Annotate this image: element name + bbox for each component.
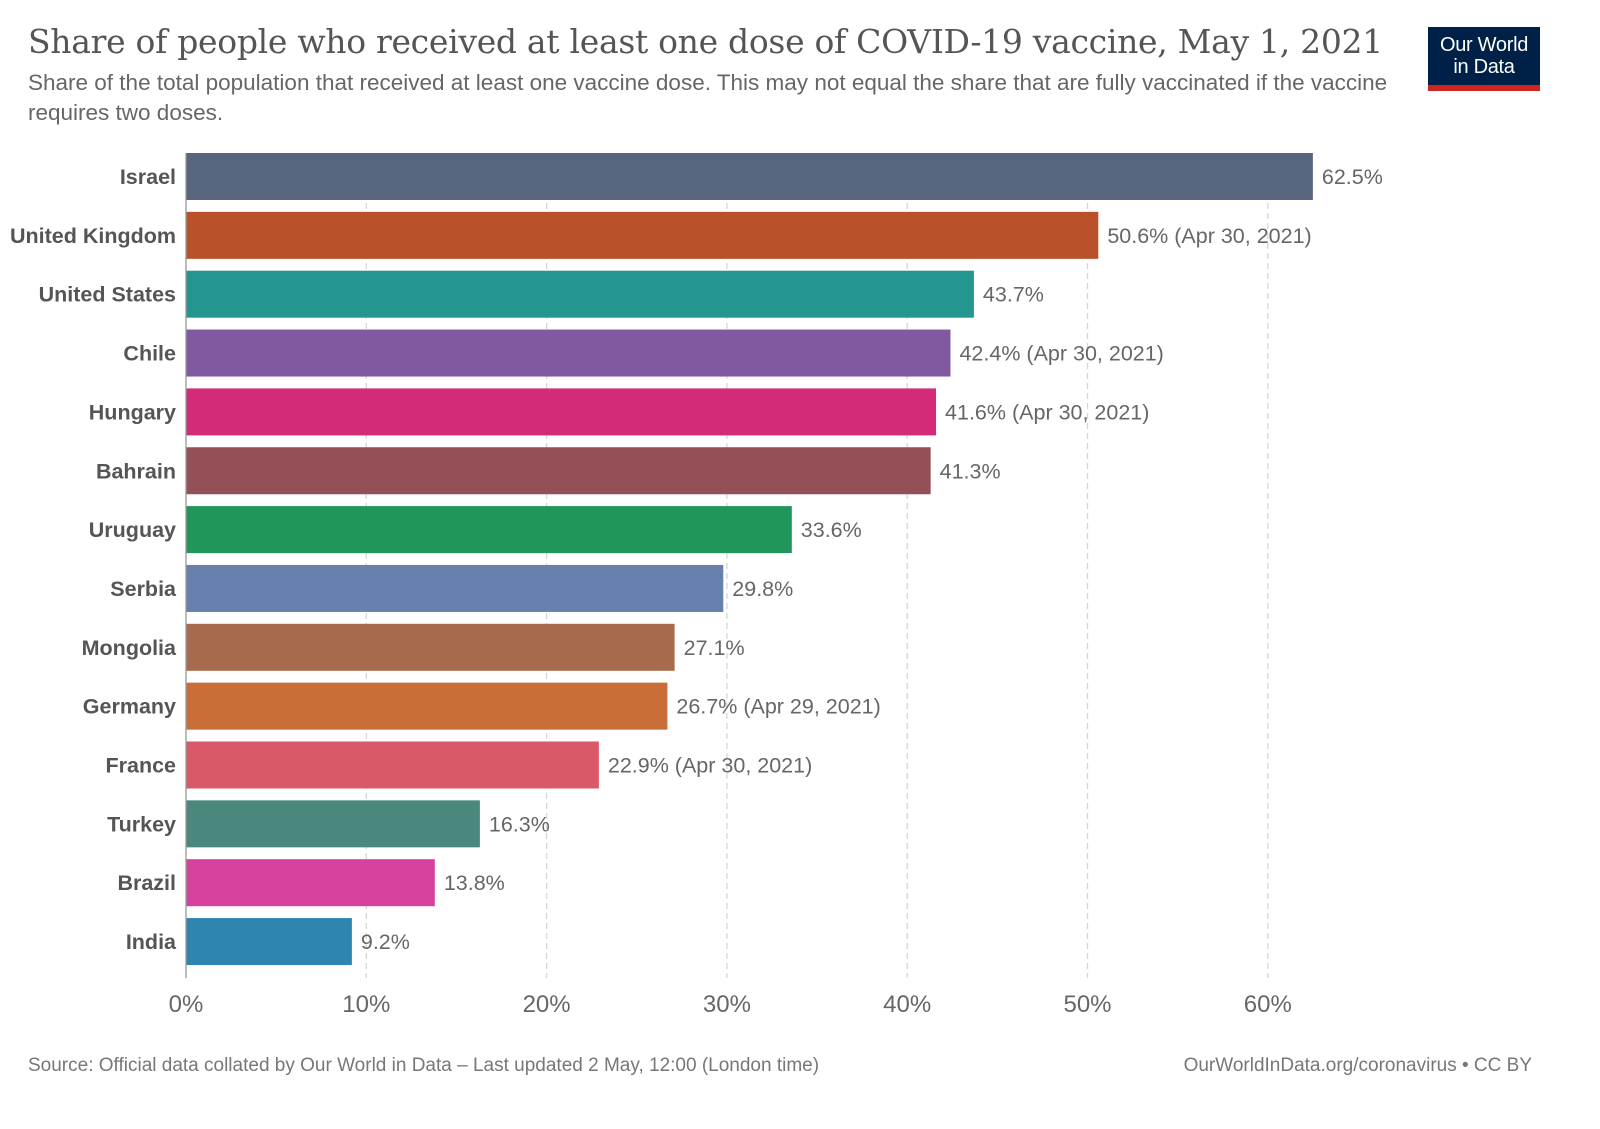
category-label: United Kingdom xyxy=(10,224,176,248)
bar[interactable] xyxy=(186,447,931,495)
category-label: Uruguay xyxy=(89,518,176,542)
bar[interactable] xyxy=(186,506,792,554)
value-label: 9.2% xyxy=(361,930,410,954)
bar[interactable] xyxy=(186,388,937,436)
category-label: Israel xyxy=(120,165,176,189)
value-label: 43.7% xyxy=(983,283,1044,307)
chart-subtitle: Share of the total population that recei… xyxy=(28,70,1388,125)
category-label: Brazil xyxy=(117,871,176,895)
bar[interactable] xyxy=(186,564,724,612)
value-label: 41.6% (Apr 30, 2021) xyxy=(945,400,1149,424)
value-label: 41.3% xyxy=(940,459,1001,483)
bar[interactable] xyxy=(186,329,951,377)
bar[interactable] xyxy=(186,270,974,318)
bar[interactable] xyxy=(186,211,1099,259)
x-tick-label: 60% xyxy=(1244,991,1292,1018)
value-label: 27.1% xyxy=(684,636,745,660)
category-label: Serbia xyxy=(110,577,177,601)
value-label: 26.7% (Apr 29, 2021) xyxy=(676,695,880,719)
category-label: Germany xyxy=(83,695,176,719)
bar[interactable] xyxy=(186,859,435,907)
category-label: France xyxy=(105,754,176,778)
chart-title: Share of people who received at least on… xyxy=(28,22,1383,61)
source-link[interactable]: OurWorldInData.org/coronavirus • CC BY xyxy=(1183,1055,1532,1076)
category-label: Chile xyxy=(123,342,176,366)
value-label: 13.8% xyxy=(444,871,505,895)
value-label: 16.3% xyxy=(489,812,550,836)
x-tick-label: 20% xyxy=(523,991,571,1018)
category-label: United States xyxy=(39,283,176,307)
category-label: India xyxy=(126,930,177,954)
value-label: 50.6% (Apr 30, 2021) xyxy=(1107,224,1311,248)
value-label: 29.8% xyxy=(732,577,793,601)
bar[interactable] xyxy=(186,682,668,730)
bar[interactable] xyxy=(186,918,352,966)
bar[interactable] xyxy=(186,800,480,848)
category-label: Hungary xyxy=(89,400,176,424)
x-tick-label: 30% xyxy=(703,991,751,1018)
x-tick-label: 50% xyxy=(1063,991,1111,1018)
category-label: Turkey xyxy=(107,812,176,836)
value-label: 42.4% (Apr 30, 2021) xyxy=(959,342,1163,366)
source-note: Source: Official data collated by Our Wo… xyxy=(28,1055,820,1076)
x-tick-label: 10% xyxy=(342,991,390,1018)
owid-logo-text: Our World in Data xyxy=(1439,34,1529,78)
category-label: Bahrain xyxy=(96,459,176,483)
x-tick-label: 40% xyxy=(883,991,931,1018)
value-label: 33.6% xyxy=(801,518,862,542)
x-tick-label: 0% xyxy=(169,991,204,1018)
bar-chart: Israel 62.5% United Kingdom 50.6% (Apr 30, … xyxy=(10,153,1383,1018)
bar[interactable] xyxy=(186,623,675,671)
owid-logo[interactable]: Our World in Data xyxy=(1428,27,1540,91)
value-label: 22.9% (Apr 30, 2021) xyxy=(608,754,812,778)
value-label: 62.5% xyxy=(1322,165,1383,189)
bar[interactable] xyxy=(186,153,1313,200)
category-label: Mongolia xyxy=(82,636,177,660)
bar[interactable] xyxy=(186,741,599,789)
